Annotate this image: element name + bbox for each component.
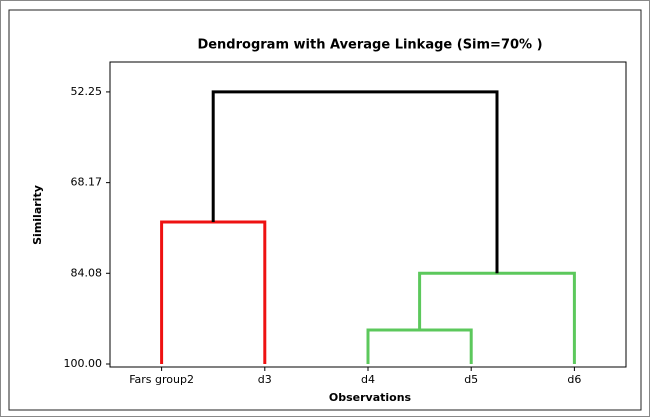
x-tick-label: d6 bbox=[567, 373, 581, 386]
x-axis-title: Observations bbox=[329, 391, 412, 404]
chart-title: Dendrogram with Average Linkage (Sim=70%… bbox=[197, 38, 542, 53]
y-tick-label: 68.17 bbox=[71, 176, 103, 189]
x-tick-label: d5 bbox=[464, 373, 478, 386]
dendrogram-link bbox=[211, 90, 499, 274]
plot-area bbox=[109, 61, 627, 368]
y-tick-label: 84.08 bbox=[71, 266, 103, 279]
y-tick-label: 52.25 bbox=[71, 85, 103, 98]
y-axis-title: Similarity bbox=[31, 185, 44, 245]
x-tick-label: Fars group2 bbox=[129, 373, 194, 386]
x-tick-label: d4 bbox=[361, 373, 375, 386]
x-tick-label: d3 bbox=[258, 373, 272, 386]
y-tick-label: 100.00 bbox=[64, 357, 103, 370]
